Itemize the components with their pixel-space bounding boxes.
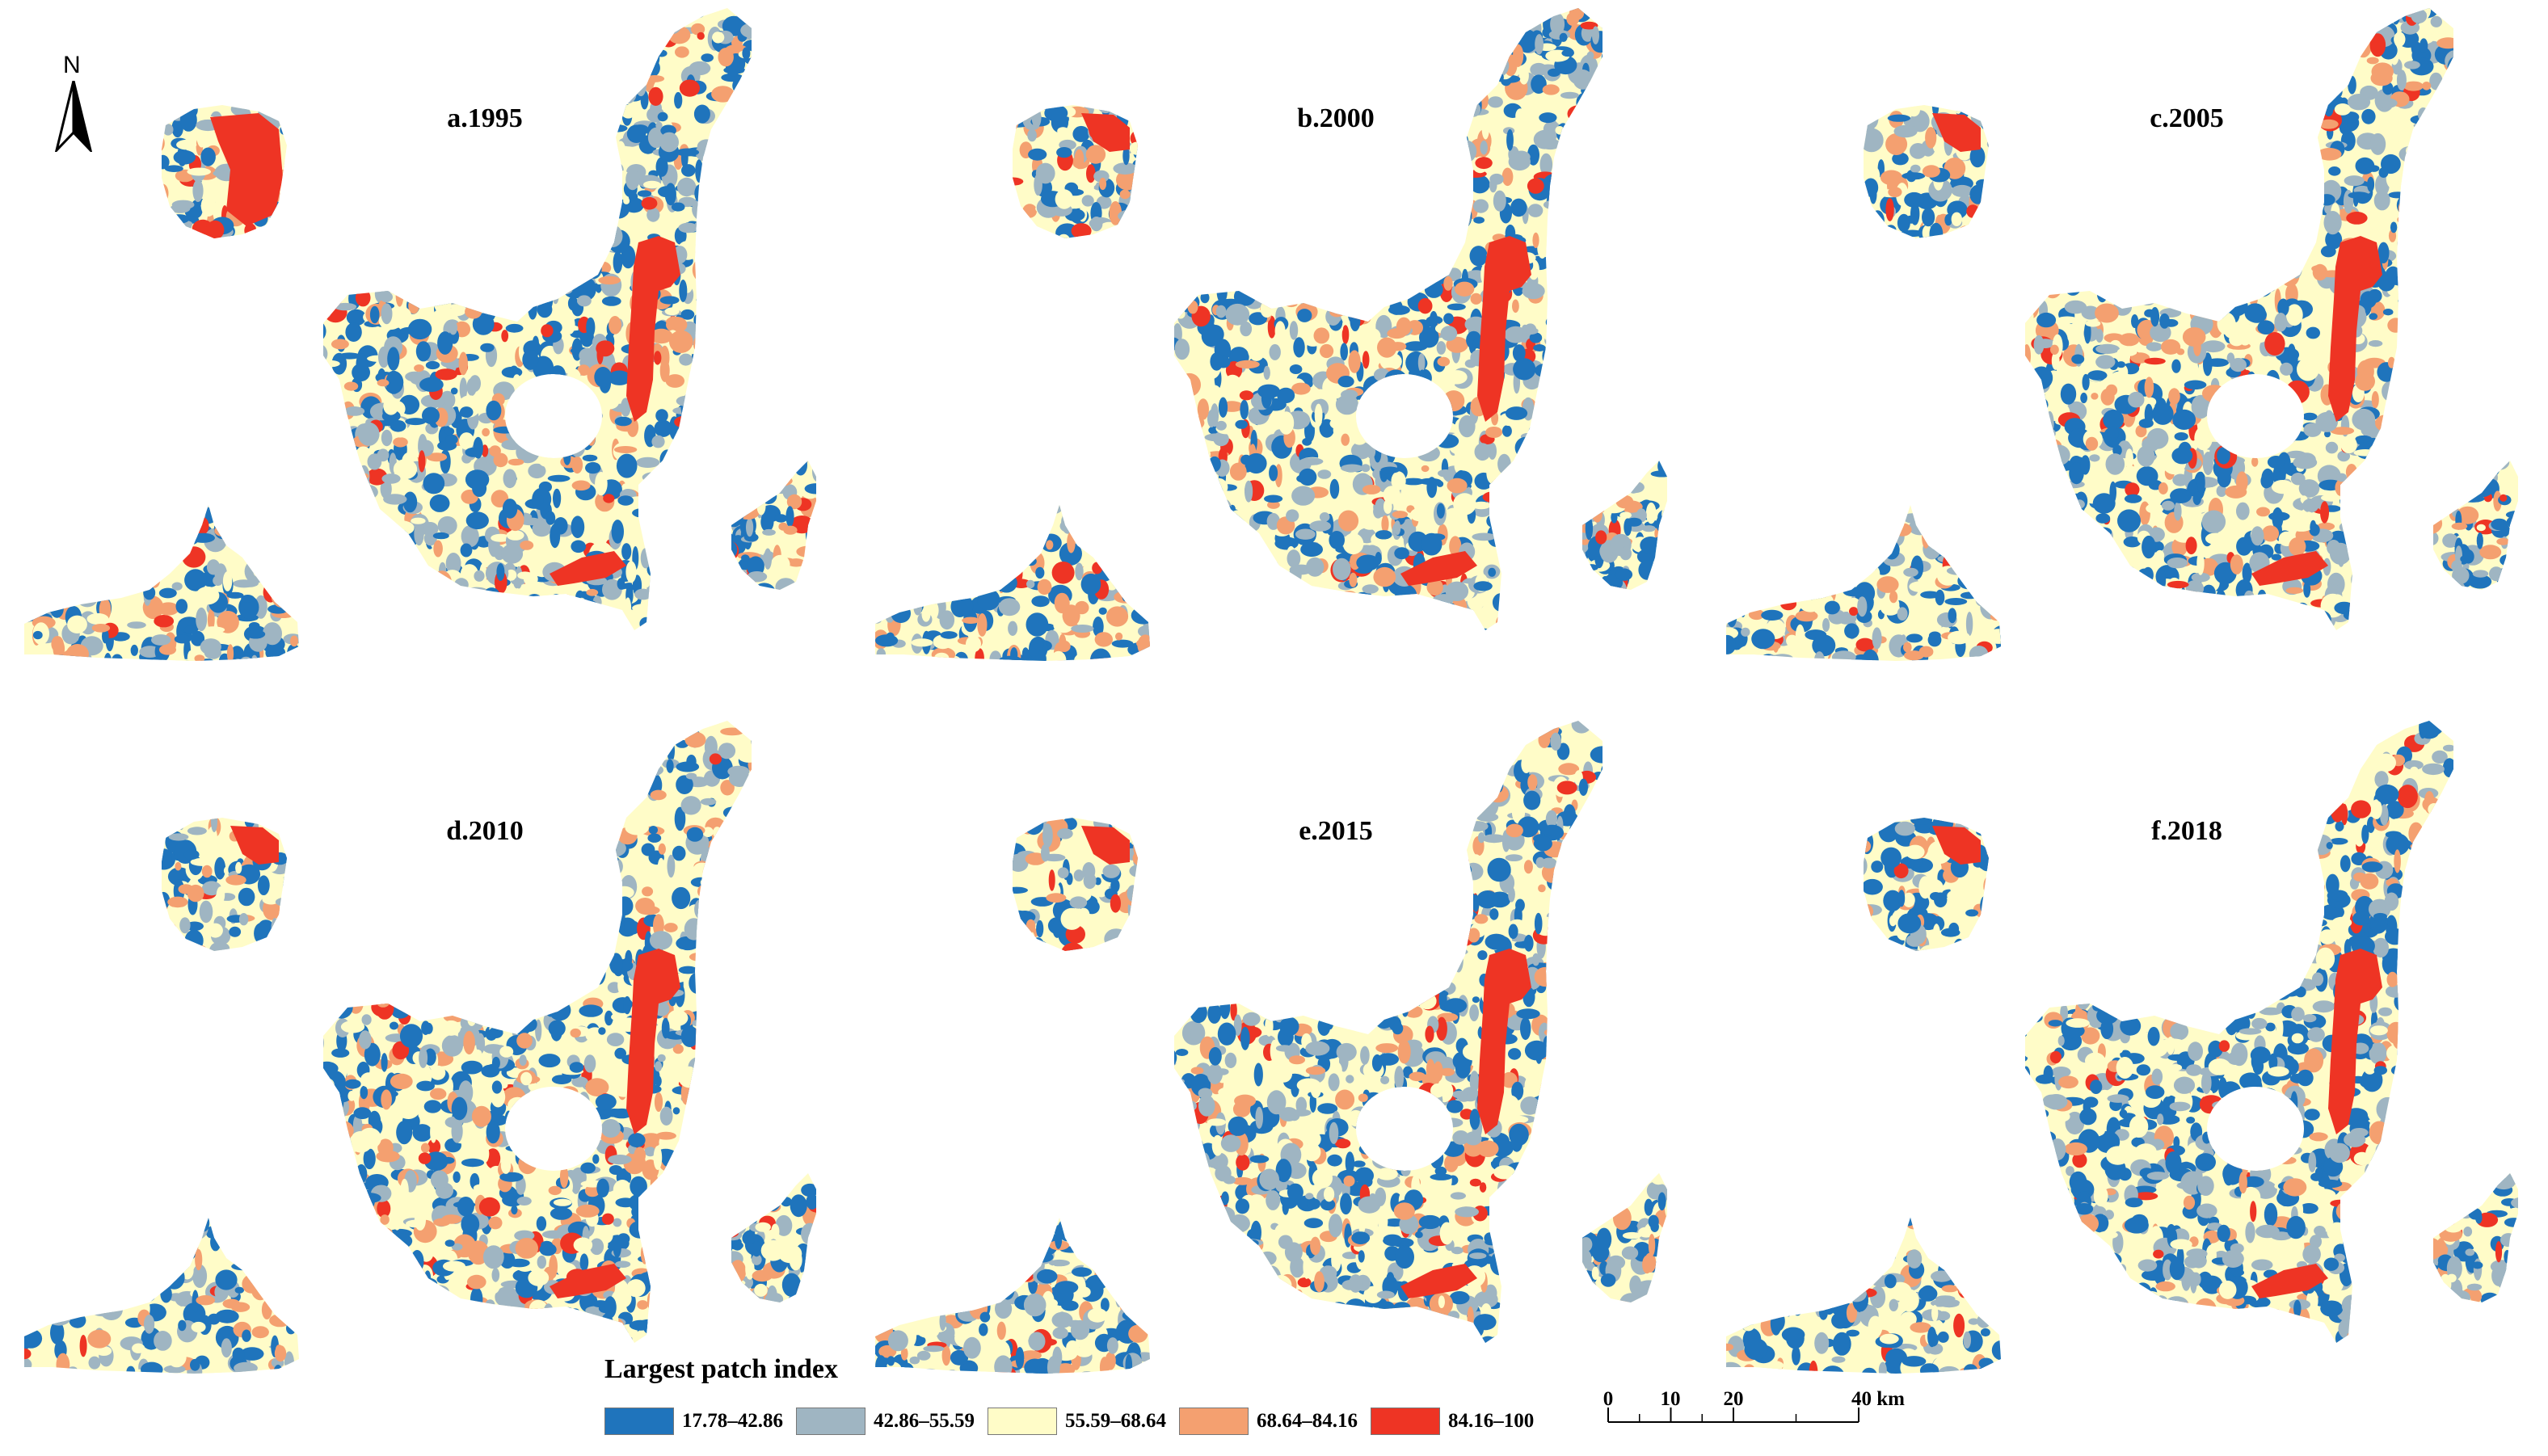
- legend-item-2: 42.86–55.59: [796, 1408, 975, 1435]
- scale-label-40: 40 km: [1851, 1388, 1905, 1410]
- legend-swatch-1: [604, 1408, 674, 1435]
- north-arrow-icon: [54, 81, 93, 152]
- scale-bar: [1607, 1408, 1859, 1423]
- legend-swatch-2: [796, 1408, 865, 1435]
- map-panel-b: [875, 8, 1667, 661]
- scale-label-10: 10: [1660, 1388, 1681, 1410]
- map-panel-a: [24, 8, 816, 661]
- north-label: N: [63, 52, 81, 78]
- map-panel-d: [24, 721, 816, 1374]
- legend-item-4: 68.64–84.16: [1179, 1408, 1358, 1435]
- legend-item-5: 84.16–100: [1371, 1408, 1534, 1435]
- legend-item-3: 55.59–68.64: [988, 1408, 1166, 1435]
- map-panel-c: [1726, 8, 2518, 661]
- panel-title-d: d.2010: [446, 816, 524, 846]
- map-panel-f: [1726, 721, 2518, 1374]
- legend-label-3: 55.59–68.64: [1065, 1410, 1166, 1432]
- legend-swatch-4: [1179, 1408, 1249, 1435]
- legend-label-1: 17.78–42.86: [682, 1410, 783, 1432]
- legend-label-5: 84.16–100: [1448, 1410, 1535, 1432]
- scale-label-0: 0: [1603, 1388, 1614, 1410]
- panel-title-b: b.2000: [1297, 103, 1375, 133]
- panel-title-c: c.2005: [2150, 103, 2224, 133]
- legend-title: Largest patch index: [604, 1354, 838, 1384]
- legend-item-1: 17.78–42.86: [604, 1408, 783, 1435]
- panel-title-e: e.2015: [1299, 816, 1373, 846]
- scale-label-20: 20: [1723, 1388, 1744, 1410]
- legend-swatch-3: [988, 1408, 1057, 1435]
- map-panel-e: [875, 721, 1667, 1374]
- panel-title-f: f.2018: [2151, 816, 2222, 846]
- legend-label-2: 42.86–55.59: [874, 1410, 975, 1432]
- legend-swatch-5: [1371, 1408, 1440, 1435]
- legend-label-4: 68.64–84.16: [1257, 1410, 1358, 1432]
- panel-title-a: a.1995: [447, 103, 523, 133]
